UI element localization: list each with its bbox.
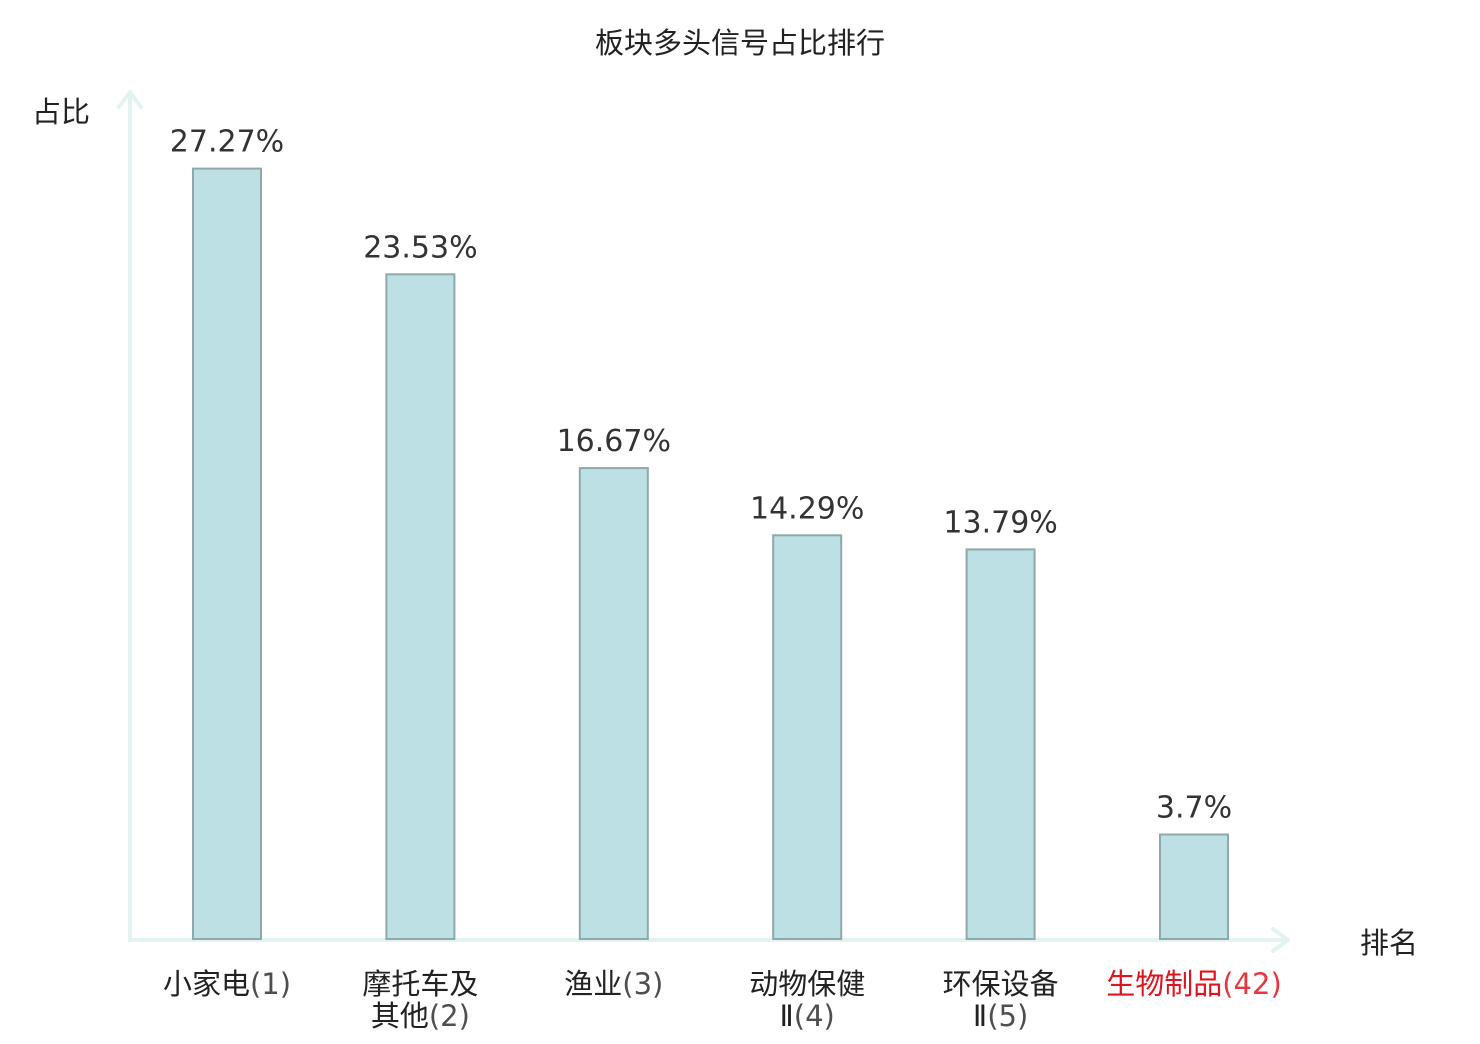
value-label-4: 14.29% [750, 491, 864, 526]
category-rank-4: (4) [794, 999, 835, 1033]
bar-2 [385, 273, 456, 940]
category-label-5-line-2: Ⅱ(5) [973, 999, 1028, 1033]
category-label-6-line-1: 生物制品(42) [1106, 967, 1282, 1001]
category-label-1-line-1: 小家电(1) [163, 967, 291, 1001]
value-label-3: 16.67% [557, 424, 671, 459]
category-rank-2: (2) [429, 999, 470, 1033]
bar-6 [1159, 833, 1229, 940]
category-label-2-line-1: 摩托车及 [362, 967, 478, 1001]
category-label-5-line-1: 环保设备 [943, 967, 1059, 1001]
value-label-2: 23.53% [363, 230, 477, 265]
y-axis-arrow-icon [117, 90, 143, 109]
category-label-3-line-1: 渔业(3) [564, 967, 663, 1001]
bar-5 [965, 548, 1036, 941]
category-label-2-line-2: 其他(2) [371, 999, 470, 1033]
chart-title: 板块多头信号占比排行 [595, 26, 885, 60]
bars-group [192, 167, 1229, 941]
value-label-1: 27.27% [170, 125, 284, 160]
category-label-4-line-2: Ⅱ(4) [780, 999, 835, 1033]
category-rank-3: (3) [622, 967, 663, 1001]
x-axis-arrow-icon [1271, 927, 1290, 953]
category-rank-5: (5) [987, 999, 1028, 1033]
axes [117, 90, 1290, 953]
bar-4 [772, 534, 843, 940]
category-rank-1: (1) [250, 967, 291, 1001]
category-label-4-line-1: 动物保健 [749, 967, 865, 1001]
bar-1 [192, 167, 262, 941]
value-labels-group: 27.27% 23.53% 16.67% 14.29% 13.79% 3.7% [170, 125, 1232, 826]
x-axis-label: 排名 [1360, 926, 1418, 960]
y-axis-label: 占比 [32, 95, 90, 129]
category-rank-6: (42) [1222, 967, 1282, 1001]
value-label-6: 3.7% [1156, 791, 1232, 826]
value-label-5: 13.79% [943, 505, 1057, 540]
bar-3 [578, 467, 649, 940]
